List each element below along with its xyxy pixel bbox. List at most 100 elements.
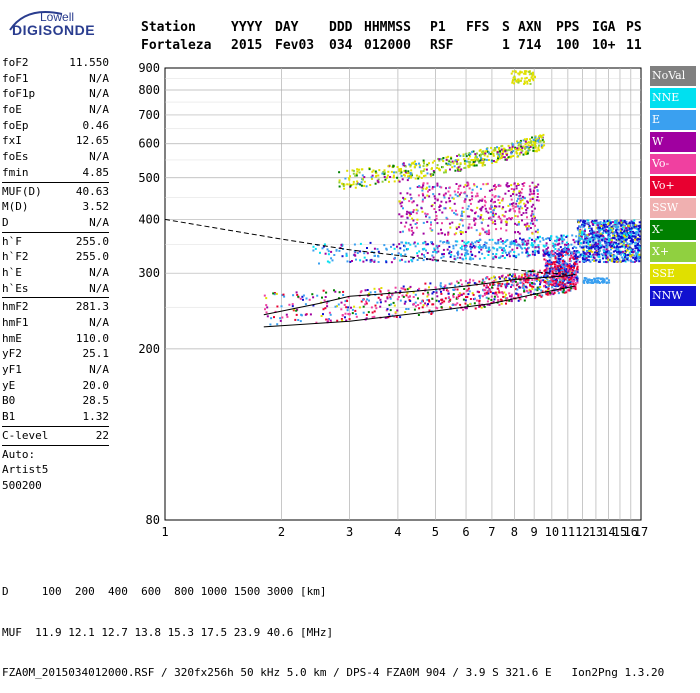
echo-second-hop bbox=[490, 146, 493, 149]
param-name: foE bbox=[2, 103, 22, 117]
echo-second-hop bbox=[406, 172, 409, 174]
echo-upper-band bbox=[542, 244, 545, 247]
echo-spread-f bbox=[546, 274, 549, 277]
echo-second-hop bbox=[451, 166, 454, 169]
echo-vertical-streaks bbox=[447, 233, 449, 236]
echo-spread-f bbox=[550, 261, 553, 264]
legend-item: Vo+ bbox=[650, 176, 696, 196]
echo-upper-band bbox=[484, 241, 487, 244]
echo-second-hop bbox=[503, 156, 506, 159]
echo-upper-band bbox=[523, 247, 526, 250]
echo-range-spread bbox=[636, 228, 639, 231]
echo-upper-band bbox=[465, 251, 468, 254]
echo-upper-band bbox=[488, 249, 491, 252]
echo-upper-band bbox=[460, 253, 463, 256]
echo-o-layer bbox=[531, 274, 534, 277]
echo-vertical-streaks bbox=[434, 197, 437, 200]
echo-upper-band bbox=[393, 247, 396, 250]
echo-second-hop bbox=[479, 159, 482, 162]
echo-upper-band bbox=[515, 240, 518, 243]
echo-vertical-streaks bbox=[506, 185, 509, 188]
echo-spread-f bbox=[562, 284, 565, 287]
echo-vertical-streaks bbox=[505, 229, 508, 232]
echo-second-hop bbox=[355, 172, 358, 175]
echo-o-layer bbox=[465, 296, 467, 298]
echo-vertical-streaks bbox=[467, 227, 470, 230]
echo-second-hop bbox=[426, 172, 429, 175]
echo-spread-f bbox=[556, 261, 559, 264]
param-row: foEs N/A bbox=[2, 149, 109, 165]
echo-vertical-streaks bbox=[525, 209, 528, 211]
echo-spread-f bbox=[562, 274, 565, 277]
echo-range-spread bbox=[630, 227, 633, 230]
echo-upper-band bbox=[335, 249, 338, 252]
header-label: DAY bbox=[275, 20, 299, 35]
echo-upper-band bbox=[495, 253, 498, 256]
echo-upper-band bbox=[484, 245, 487, 247]
echo-o-layer bbox=[467, 282, 470, 285]
echo-range-spread bbox=[602, 257, 604, 260]
echo-o-layer bbox=[546, 292, 549, 295]
echo-range-spread bbox=[635, 241, 637, 244]
echo-spread-f bbox=[559, 261, 562, 264]
echo-spread-f bbox=[554, 278, 557, 281]
echo-second-hop bbox=[473, 159, 476, 162]
echo-upper-band bbox=[452, 245, 455, 247]
echo-upper-band bbox=[400, 241, 403, 244]
echo-third-hop bbox=[532, 79, 535, 82]
echo-range-spread bbox=[639, 228, 641, 230]
echo-spread-f bbox=[550, 268, 553, 271]
echo-range-spread bbox=[631, 253, 634, 256]
echo-vertical-streaks bbox=[422, 232, 425, 235]
echo-range-spread bbox=[579, 242, 582, 245]
echo-third-hop bbox=[530, 72, 532, 75]
echo-vertical-streaks bbox=[504, 210, 507, 213]
echo-o-layer bbox=[427, 303, 429, 306]
header-label: FFS bbox=[466, 20, 490, 35]
echo-o-layer bbox=[513, 273, 516, 275]
echo-range-spread bbox=[588, 239, 591, 241]
echo-spread-f bbox=[544, 264, 547, 267]
echo-range-spread bbox=[588, 245, 591, 248]
echo-spread-f bbox=[576, 265, 579, 268]
echo-vertical-streaks bbox=[514, 222, 516, 225]
echo-vertical-streaks bbox=[415, 226, 418, 229]
echo-second-hop bbox=[518, 143, 521, 146]
echo-vertical-streaks bbox=[480, 221, 483, 224]
echo-o-layer bbox=[379, 298, 382, 301]
echo-o-layer bbox=[525, 272, 528, 275]
echo-low-band bbox=[593, 281, 596, 283]
echo-vertical-streaks bbox=[400, 205, 403, 208]
echo-second-hop bbox=[413, 166, 416, 169]
logo-line2: DIGISONDE bbox=[12, 22, 96, 38]
echo-spread-f bbox=[556, 257, 559, 260]
echo-upper-band bbox=[531, 253, 534, 256]
echo-second-hop bbox=[480, 153, 483, 156]
echo-spread-f bbox=[576, 271, 579, 274]
echo-o-layer bbox=[426, 299, 429, 301]
echo-second-hop bbox=[374, 171, 377, 174]
echo-range-spread bbox=[583, 252, 586, 255]
echo-o-layer bbox=[500, 302, 503, 305]
echo-vertical-streaks bbox=[500, 199, 503, 202]
param-name: D bbox=[2, 215, 9, 229]
echo-spread-f bbox=[557, 268, 560, 271]
echo-second-hop bbox=[422, 165, 425, 168]
echo-range-spread bbox=[630, 220, 633, 223]
echo-upper-band bbox=[421, 253, 423, 256]
echo-vertical-streaks bbox=[494, 212, 497, 215]
echo-range-spread bbox=[623, 256, 626, 259]
echo-o-layer bbox=[485, 284, 488, 287]
echo-o-layer bbox=[517, 276, 520, 279]
echo-spread-f bbox=[546, 260, 549, 263]
echo-o-layer bbox=[546, 277, 549, 279]
echo-range-spread bbox=[622, 245, 624, 248]
echo-upper-band bbox=[473, 246, 476, 249]
echo-spread-f bbox=[563, 283, 566, 286]
echo-o-layer bbox=[508, 299, 511, 302]
echo-o-layer bbox=[360, 300, 363, 303]
echo-o-layer bbox=[539, 281, 542, 284]
echo-second-hop bbox=[465, 152, 468, 155]
echo-upper-band bbox=[453, 255, 456, 258]
echo-upper-band bbox=[410, 259, 413, 262]
